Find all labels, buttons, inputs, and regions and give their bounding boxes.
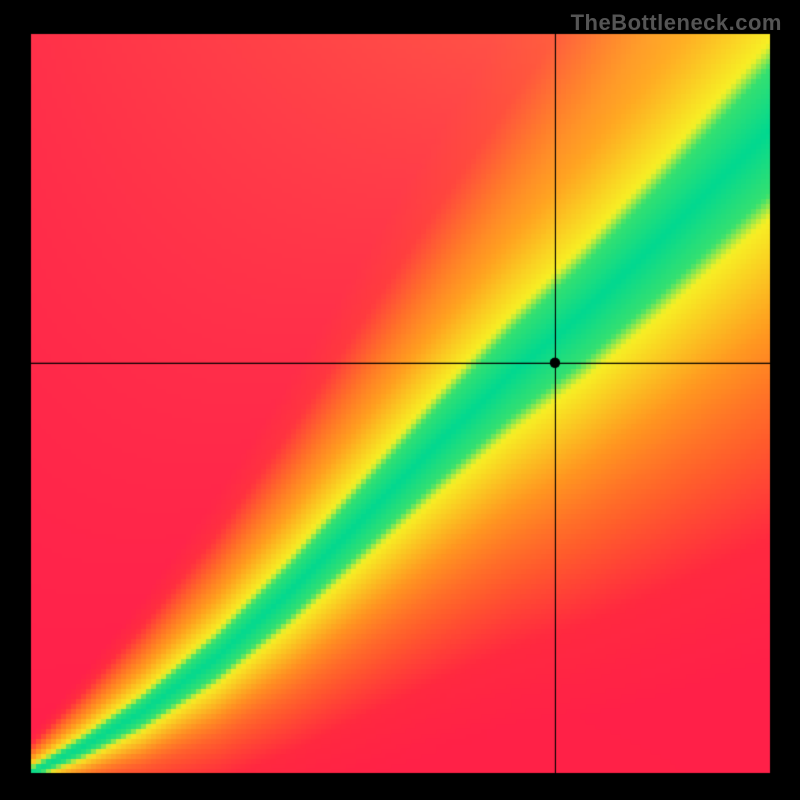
watermark-label: TheBottleneck.com	[571, 10, 782, 36]
bottleneck-heatmap	[0, 0, 800, 800]
